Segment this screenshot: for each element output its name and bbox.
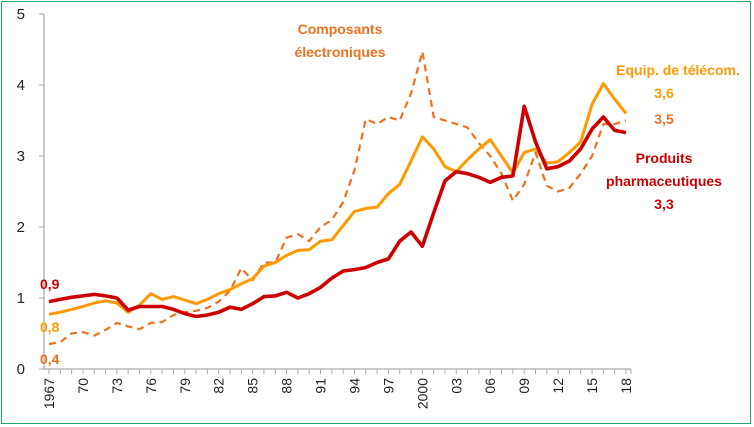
start-label-pharma: 0,9 bbox=[40, 276, 60, 292]
annotation-pharma-value: 3,3 bbox=[654, 196, 674, 212]
x-tick-label: 85 bbox=[245, 378, 261, 394]
x-tick-label: 70 bbox=[75, 378, 91, 394]
y-tick-label: 1 bbox=[17, 290, 25, 307]
x-tick-label: 97 bbox=[380, 378, 396, 394]
series-line-produits-pharmaceutiques bbox=[48, 104, 627, 319]
start-label-composants: 0,4 bbox=[40, 351, 60, 367]
y-tick-label: 4 bbox=[17, 77, 25, 94]
x-tick-label: 88 bbox=[279, 378, 295, 394]
annotation-composants-line1: Composants bbox=[298, 21, 383, 37]
y-tick-label: 0 bbox=[17, 361, 25, 378]
y-tick-label: 3 bbox=[17, 148, 25, 165]
x-tick-label: 76 bbox=[143, 378, 159, 394]
annotation-pharma-line2: pharmaceutiques bbox=[606, 173, 722, 189]
annotation-telecom-value: 3,6 bbox=[654, 85, 674, 101]
x-tick-label: 03 bbox=[448, 378, 464, 394]
series-line-equip-de-t-l-com bbox=[48, 82, 628, 316]
x-tick-label: 73 bbox=[109, 378, 125, 394]
x-tick-label: 09 bbox=[516, 378, 532, 394]
series-lines bbox=[48, 50, 628, 346]
annotation-composants-value: 3,5 bbox=[654, 111, 674, 127]
series-line-composants-lectroniques bbox=[48, 50, 627, 346]
y-tick-label: 2 bbox=[17, 219, 25, 236]
x-tick-label: 15 bbox=[584, 378, 600, 394]
start-label-telecom: 0,8 bbox=[40, 319, 60, 335]
x-tick-label: 79 bbox=[177, 378, 193, 394]
x-tick-label: 2000 bbox=[414, 378, 430, 409]
y-tick-label: 5 bbox=[17, 6, 25, 23]
annotation-pharma-line1: Produits bbox=[636, 150, 693, 166]
x-tick-label: 18 bbox=[618, 378, 634, 394]
y-ticks: 0 1 2 3 4 5 bbox=[17, 6, 44, 378]
x-tick-label: 12 bbox=[550, 378, 566, 394]
x-tick-label: 91 bbox=[313, 378, 329, 394]
x-tick-label: 82 bbox=[211, 378, 227, 394]
x-tick-label: 06 bbox=[482, 378, 498, 394]
x-tick-label: 94 bbox=[346, 378, 362, 394]
x-ticks: 1967 70 73 76 79 82 85 88 91 94 97 2000 03 06 09 12 15 18 bbox=[41, 369, 634, 409]
annotation-composants-line2: électroniques bbox=[294, 44, 385, 60]
annotation-telecom: Equip. de télécom. bbox=[616, 62, 740, 78]
x-tick-label: 1967 bbox=[41, 378, 57, 409]
